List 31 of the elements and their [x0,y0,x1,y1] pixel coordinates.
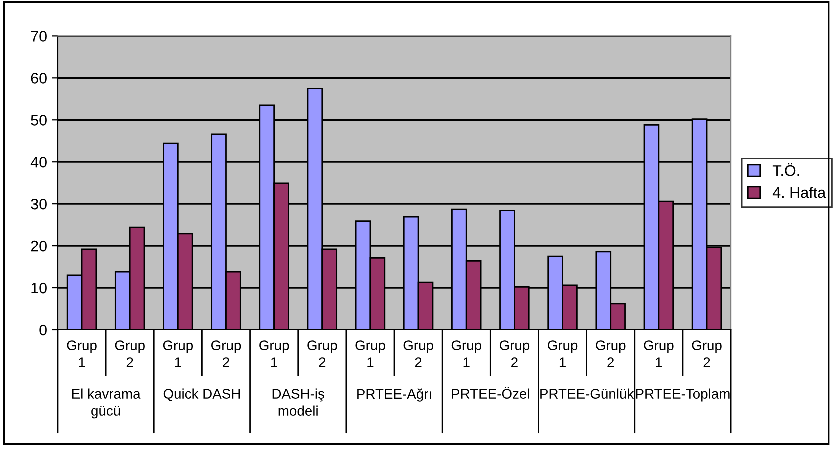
x-tick-label: Grup 1 [452,340,482,368]
text: PRTEE-Günlük [540,388,634,399]
y-tick-label: 60 [31,73,47,84]
text: DASH-iş modeli [272,388,324,416]
text: PRTEE-Ağrı [358,388,432,402]
legend-label: 4. Hafta [772,187,826,198]
x-tick-label: Grup 1 [163,340,194,368]
x-tick-label: Grup 2 [500,340,530,368]
x-tick-label: Grup 2 [308,340,338,368]
y-tick-label: 40 [30,156,47,168]
text: El kavrama gücü [72,388,141,419]
x-tick-label: Grup 2 [212,340,242,368]
text: Quick DASH [164,388,240,402]
y-tick-label: 30 [31,198,47,210]
x-tick-label: Grup 2 [404,340,434,368]
y-tick-label: 20 [31,240,47,252]
legend-label: T.Ö. [772,163,800,176]
x-tick-label: Grup 1 [644,340,674,368]
x-tick-label: Grup 2 [692,340,722,368]
y-tick-label: 70 [31,31,47,42]
text: PRTEE-Toplam [636,388,730,402]
text: PRTEE-Özel [452,387,530,399]
x-tick-label: Grup 2 [596,340,626,368]
y-tick-label: 50 [31,114,47,126]
x-tick-label: Grup 1 [548,340,578,368]
y-tick-label: 10 [32,282,47,294]
x-tick-label: Grup 1 [260,340,290,368]
x-tick-label: Grup 2 [115,340,145,368]
x-tick-label: Grup 1 [356,340,386,368]
y-tick-label: 0 [40,324,47,336]
x-tick-label: Grup 1 [67,340,97,368]
